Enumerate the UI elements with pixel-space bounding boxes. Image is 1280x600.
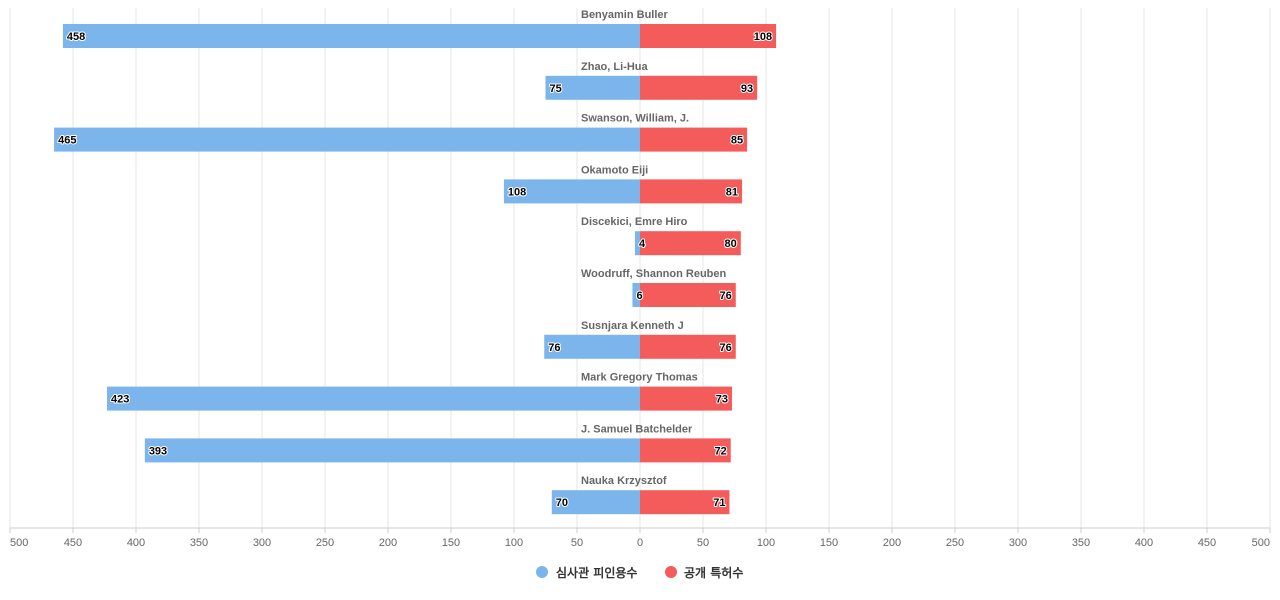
- data-label-left: 423: [111, 394, 129, 406]
- data-label-left: 465: [58, 135, 76, 147]
- bar-right[interactable]: [640, 24, 777, 48]
- data-label-right: 93: [741, 83, 753, 95]
- legend[interactable]: 심사관 피인용수 공개 특허수: [536, 565, 743, 580]
- x-tick-label: 400: [127, 537, 145, 549]
- bar-right[interactable]: [640, 127, 748, 152]
- data-label-right: 72: [714, 445, 726, 457]
- category-label: Mark Gregory Thomas: [581, 372, 698, 384]
- data-label-right: 76: [720, 342, 732, 354]
- data-label-left: 6: [636, 290, 642, 302]
- bar-right[interactable]: [640, 438, 731, 463]
- legend-item[interactable]: 공개 특허수: [665, 565, 743, 580]
- bar-left[interactable]: [634, 231, 640, 256]
- data-label-left: 76: [548, 342, 560, 354]
- bar-left[interactable]: [503, 179, 640, 204]
- x-tick-label: 250: [946, 537, 964, 549]
- bar-right[interactable]: [640, 231, 741, 256]
- x-tick-label: 100: [505, 537, 523, 549]
- data-label-left: 70: [556, 497, 568, 509]
- x-tick-label: 450: [64, 537, 82, 549]
- bar-left[interactable]: [107, 386, 640, 411]
- data-label-left: 4: [639, 238, 646, 250]
- x-tick-label: 400: [1135, 537, 1153, 549]
- bar-left[interactable]: [144, 438, 640, 463]
- bar-left[interactable]: [544, 334, 640, 359]
- bar-right[interactable]: [640, 490, 730, 515]
- x-tick-label: 250: [316, 537, 334, 549]
- data-label-right: 73: [716, 394, 728, 406]
- legend-marker: [536, 566, 548, 578]
- x-tick-label: 350: [190, 537, 208, 549]
- x-axis: 500 450 400 350 300 250 200 150 100 50 0 50 100 150 20…: [9, 527, 1271, 549]
- category-label: Benyamin Buller: [581, 9, 669, 21]
- legend-label: 공개 특허수: [684, 565, 743, 580]
- data-label-right: 108: [754, 31, 772, 43]
- x-tick-label: 0: [637, 537, 643, 549]
- bar-left[interactable]: [632, 283, 640, 307]
- bar-right[interactable]: [640, 334, 736, 359]
- x-tick-label: 150: [442, 537, 460, 549]
- category-label: Discekici, Emre Hiro: [581, 216, 688, 228]
- category-label: Woodruff, Shannon Reuben: [581, 268, 727, 280]
- x-tick-label: 150: [820, 537, 838, 549]
- x-tick-label: 50: [571, 537, 583, 549]
- x-tick-label: 500: [1252, 537, 1270, 549]
- bar-right[interactable]: [640, 386, 732, 411]
- data-label-left: 108: [508, 186, 526, 198]
- x-tick-label: 350: [1072, 537, 1090, 549]
- data-label-left: 393: [149, 445, 167, 457]
- category-label: Swanson, William, J.: [581, 113, 689, 125]
- data-label-left: 458: [67, 31, 85, 43]
- bar-right[interactable]: [640, 283, 736, 307]
- x-tick-label: 200: [883, 537, 901, 549]
- bar-right[interactable]: [640, 179, 743, 204]
- category-label: Zhao, Li-Hua: [581, 61, 648, 73]
- data-label-right: 80: [725, 238, 737, 250]
- labels: Benyamin Buller 458 108 Zhao, Li-Hua 75 93 Swa…: [57, 9, 773, 510]
- x-tick-label: 50: [697, 537, 709, 549]
- category-label: Okamoto Eiji: [581, 164, 648, 176]
- category-label: Susnjara Kenneth J: [581, 320, 684, 332]
- x-tick-label: 200: [379, 537, 397, 549]
- bar-left[interactable]: [54, 127, 641, 152]
- legend-label: 심사관 피인용수: [556, 565, 637, 580]
- data-label-right: 81: [726, 186, 738, 198]
- x-tick-label: 100: [757, 537, 775, 549]
- bars: [54, 24, 777, 515]
- category-label: Nauka Krzysztof: [581, 475, 667, 487]
- legend-item[interactable]: 심사관 피인용수: [536, 565, 637, 580]
- legend-marker: [665, 566, 677, 578]
- bar-left[interactable]: [551, 490, 640, 515]
- category-label: J. Samuel Batchelder: [581, 423, 693, 435]
- x-tick-label: 500: [10, 537, 28, 549]
- data-label-right: 85: [731, 135, 743, 147]
- bar-right[interactable]: [640, 75, 758, 100]
- data-label-left: 75: [550, 83, 562, 95]
- bar-left[interactable]: [545, 75, 641, 100]
- x-tick-label: 300: [1009, 537, 1027, 549]
- x-tick-label: 300: [253, 537, 271, 549]
- bar-left[interactable]: [62, 24, 641, 48]
- data-label-right: 76: [720, 290, 732, 302]
- x-tick-label: 450: [1198, 537, 1216, 549]
- data-label-right: 71: [713, 497, 725, 509]
